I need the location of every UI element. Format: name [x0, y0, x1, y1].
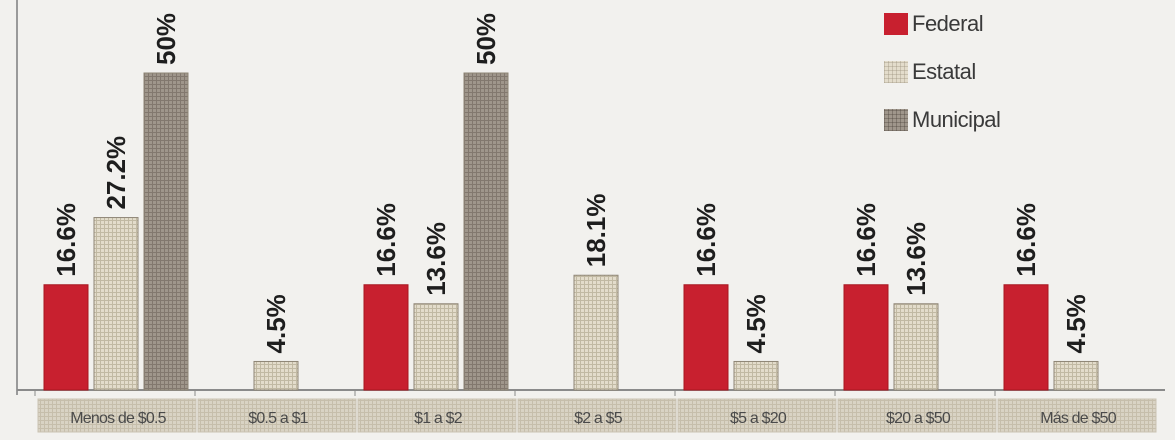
legend-label-estatal: Estatal — [912, 59, 976, 84]
x-tick-label-menos-05: Menos de $0.5 — [70, 410, 166, 427]
bar-municipal-1-a-2 — [463, 72, 509, 391]
legend-label-federal: Federal — [912, 11, 984, 36]
value-label-estatal-mas-de-50: 4.5% — [1061, 294, 1091, 353]
value-label-federal-menos-05: 16.6% — [51, 203, 81, 277]
value-label-estatal-05-a-1: 4.5% — [261, 294, 291, 353]
bar-federal-5-a-20 — [683, 284, 729, 391]
bar-federal-20-a-50 — [843, 284, 889, 391]
category-band-2-a-5 — [517, 398, 677, 433]
category-band-05-a-1 — [197, 398, 357, 433]
bar-estatal-mas-de-50 — [1053, 360, 1099, 391]
value-label-federal-5-a-20: 16.6% — [691, 203, 721, 277]
x-tick-label-5-a-20: $5 a $20 — [730, 410, 787, 427]
category-band-menos-05 — [37, 398, 197, 433]
bar-estatal-20-a-50 — [893, 303, 939, 391]
legend-item-federal: Federal — [884, 0, 1000, 48]
legend-item-estatal: Estatal — [884, 48, 1000, 96]
legend: Federal Estatal Municipal — [884, 0, 1001, 144]
value-label-federal-mas-de-50: 16.6% — [1011, 203, 1041, 277]
bar-estatal-5-a-20 — [733, 360, 779, 391]
x-tick-label-2-a-5: $2 a $5 — [574, 410, 623, 427]
value-label-estatal-5-a-20: 4.5% — [741, 294, 771, 353]
value-label-municipal-1-a-2: 50% — [471, 13, 501, 65]
bar-municipal-menos-05 — [143, 72, 189, 391]
x-tick-label-1-a-2: $1 a $2 — [414, 410, 463, 427]
value-label-federal-20-a-50: 16.6% — [851, 203, 881, 277]
legend-swatch-federal — [884, 13, 908, 35]
legend-swatch-municipal — [884, 109, 908, 131]
bar-estatal-2-a-5 — [573, 274, 619, 391]
bar-estatal-05-a-1 — [253, 360, 299, 391]
value-label-estatal-2-a-5: 18.1% — [581, 194, 611, 268]
x-tick-label-05-a-1: $0.5 a $1 — [248, 410, 308, 427]
bar-federal-menos-05 — [43, 284, 89, 391]
bar-federal-mas-de-50 — [1003, 284, 1049, 391]
value-label-estatal-20-a-50: 13.6% — [901, 222, 931, 296]
bar-estatal-1-a-2 — [413, 303, 459, 391]
x-tick-label-mas-de-50: Más de $50 — [1040, 410, 1117, 427]
legend-swatch-estatal — [884, 61, 908, 83]
value-label-estatal-1-a-2: 13.6% — [421, 222, 451, 296]
bar-federal-1-a-2 — [363, 284, 409, 391]
value-label-estatal-menos-05: 27.2% — [101, 136, 131, 210]
bar-estatal-menos-05 — [93, 217, 139, 391]
category-band-mas-de-50 — [997, 398, 1157, 433]
x-tick-label-20-a-50: $20 a $50 — [886, 410, 951, 427]
value-label-municipal-menos-05: 50% — [151, 13, 181, 65]
value-label-federal-1-a-2: 16.6% — [371, 203, 401, 277]
legend-label-municipal: Municipal — [912, 107, 1001, 132]
legend-item-municipal: Municipal — [884, 96, 1001, 144]
category-band-1-a-2 — [357, 398, 517, 433]
category-band-20-a-50 — [837, 398, 997, 433]
category-band-5-a-20 — [677, 398, 837, 433]
